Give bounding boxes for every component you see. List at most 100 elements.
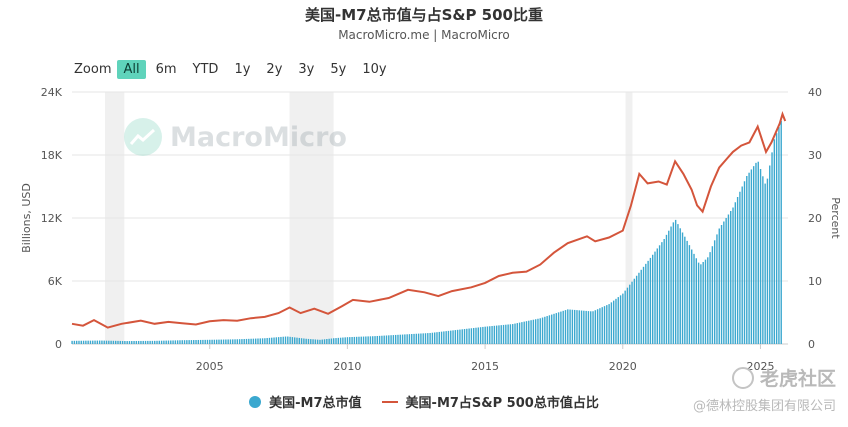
bar-287 bbox=[730, 211, 732, 344]
y-right-tick-label-0: 0 bbox=[808, 338, 815, 351]
zoom-5y-button[interactable]: 5y bbox=[330, 61, 347, 77]
zoom-label: Zoom bbox=[74, 61, 112, 77]
zoom-1y-button[interactable]: 1y bbox=[234, 61, 251, 77]
bar-79 bbox=[252, 338, 255, 344]
bar-265 bbox=[679, 228, 681, 344]
bar-232 bbox=[603, 306, 606, 344]
bar-149 bbox=[413, 333, 415, 344]
bar-36 bbox=[154, 340, 156, 344]
bar-88 bbox=[273, 337, 275, 344]
bar-268 bbox=[686, 240, 688, 344]
bar-104 bbox=[310, 339, 312, 344]
bar-292 bbox=[741, 186, 743, 344]
bar-252 bbox=[649, 257, 652, 344]
bar-196 bbox=[521, 322, 523, 344]
percent-line bbox=[71, 111, 787, 329]
bar-245 bbox=[633, 278, 636, 344]
x-tick-label-2: 2015 bbox=[471, 360, 499, 373]
bar-295 bbox=[748, 172, 750, 344]
bar-288 bbox=[732, 207, 734, 344]
bar-92 bbox=[282, 336, 284, 344]
legend-item-market-cap[interactable]: 美国-M7总市值 bbox=[249, 392, 362, 411]
bar-303 bbox=[766, 178, 769, 344]
bar-25 bbox=[128, 341, 131, 344]
zoom-6m-button[interactable]: 6m bbox=[155, 61, 177, 77]
chart-legend: 美国-M7总市值 美国-M7占S&P 500总市值占比 bbox=[0, 392, 848, 411]
bar-190 bbox=[507, 324, 509, 344]
bar-280 bbox=[713, 240, 716, 344]
bar-32 bbox=[144, 340, 147, 344]
bar-272 bbox=[695, 258, 698, 344]
bar-223 bbox=[583, 310, 585, 344]
bar-192 bbox=[512, 324, 514, 344]
bar-26 bbox=[131, 341, 133, 344]
bar-47 bbox=[179, 340, 181, 344]
bar-225 bbox=[587, 311, 590, 344]
bar-82 bbox=[259, 338, 261, 344]
legend-label-percent: 美国-M7占S&P 500总市值占比 bbox=[405, 396, 599, 411]
bar-259 bbox=[665, 234, 668, 344]
bar-43 bbox=[170, 340, 172, 344]
bar-269 bbox=[688, 245, 691, 344]
bar-118 bbox=[342, 337, 344, 344]
zoom-bar: Zoom All 6m YTD 1y 2y 3y 5y 10y bbox=[74, 58, 397, 80]
bar-274 bbox=[700, 264, 702, 344]
zoom-10y-button[interactable]: 10y bbox=[362, 61, 387, 77]
bar-49 bbox=[183, 340, 186, 344]
bar-260 bbox=[668, 230, 670, 344]
bar-series bbox=[71, 120, 782, 344]
bar-64 bbox=[218, 339, 220, 344]
bar-165 bbox=[450, 330, 452, 344]
bar-249 bbox=[642, 266, 645, 344]
bar-207 bbox=[546, 316, 548, 344]
bar-304 bbox=[769, 165, 771, 344]
bar-35 bbox=[151, 340, 154, 344]
bar-171 bbox=[463, 329, 466, 344]
bar-108 bbox=[319, 339, 321, 344]
bar-7 bbox=[87, 340, 89, 344]
zoom-ytd-button[interactable]: YTD bbox=[192, 61, 219, 77]
bar-159 bbox=[436, 332, 438, 344]
bar-290 bbox=[736, 197, 739, 344]
bar-80 bbox=[254, 338, 257, 344]
bar-243 bbox=[629, 284, 631, 344]
bar-176 bbox=[475, 327, 477, 344]
bar-227 bbox=[592, 311, 594, 344]
bar-264 bbox=[677, 224, 679, 344]
bar-158 bbox=[433, 332, 436, 344]
tiger-logo-icon bbox=[731, 366, 754, 389]
bar-179 bbox=[482, 326, 484, 344]
bar-228 bbox=[594, 310, 597, 344]
x-tick-label-3: 2020 bbox=[609, 360, 637, 373]
bar-75 bbox=[243, 339, 245, 344]
bar-11 bbox=[96, 340, 99, 344]
bar-198 bbox=[525, 321, 528, 344]
bar-50 bbox=[186, 340, 188, 344]
bar-208 bbox=[548, 315, 551, 344]
zoom-all-button[interactable]: All bbox=[117, 59, 146, 79]
bar-139 bbox=[390, 335, 392, 344]
bar-28 bbox=[135, 340, 138, 344]
bar-220 bbox=[576, 310, 578, 344]
bar-83 bbox=[261, 338, 264, 344]
bar-277 bbox=[707, 257, 709, 344]
legend-item-percent[interactable]: 美国-M7占S&P 500总市值占比 bbox=[381, 392, 599, 411]
bar-255 bbox=[656, 248, 658, 344]
bar-21 bbox=[119, 340, 121, 344]
bar-180 bbox=[484, 326, 486, 344]
chart-title: 美国-M7总市值与占S&P 500比重 bbox=[304, 6, 543, 24]
bar-168 bbox=[456, 329, 459, 344]
bar-167 bbox=[454, 330, 457, 344]
bar-229 bbox=[596, 309, 599, 344]
bar-133 bbox=[376, 335, 379, 344]
bar-262 bbox=[672, 222, 675, 344]
bar-160 bbox=[438, 331, 440, 344]
bar-106 bbox=[314, 339, 317, 344]
bar-98 bbox=[296, 337, 298, 344]
bar-251 bbox=[647, 260, 649, 344]
zoom-2y-button[interactable]: 2y bbox=[266, 61, 283, 77]
bar-117 bbox=[339, 337, 342, 344]
bar-153 bbox=[422, 333, 424, 344]
zoom-3y-button[interactable]: 3y bbox=[298, 61, 315, 77]
bar-123 bbox=[353, 336, 356, 344]
